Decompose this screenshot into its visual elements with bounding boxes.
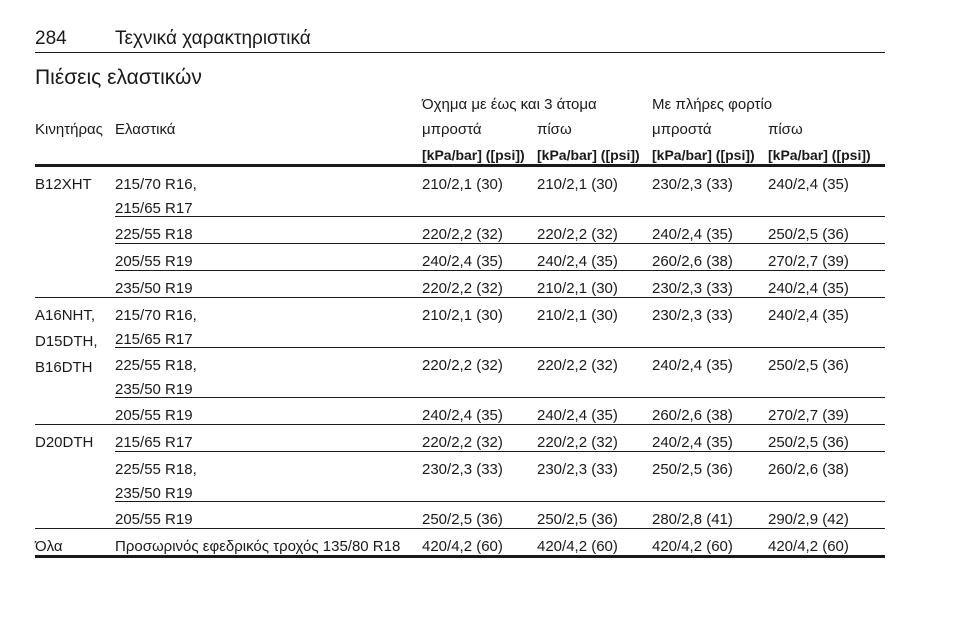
header-title: Τεχνικά χαρακτηριστικά	[115, 28, 311, 49]
tyre: 215/65 R17	[115, 434, 193, 451]
tyre: 225/55 R18	[115, 226, 193, 243]
column-header: πίσω	[768, 121, 803, 138]
engine: B12XHT	[35, 176, 92, 193]
tyre: 225/55 R18,	[115, 357, 197, 374]
tyre: 215/65 R17	[115, 331, 193, 348]
pressure: 240/2,4 (35)	[768, 280, 849, 297]
pressure: 210/2,1 (30)	[537, 307, 618, 324]
column-header: Ελαστικά	[115, 121, 176, 138]
pressure: 240/2,4 (35)	[768, 176, 849, 193]
pressure: 280/2,8 (41)	[652, 511, 733, 528]
pressure: 250/2,5 (36)	[537, 511, 618, 528]
group-rule	[35, 424, 885, 425]
row-rule	[115, 216, 885, 217]
pressure: 240/2,4 (35)	[652, 434, 733, 451]
tyre: 225/55 R18,	[115, 461, 197, 478]
row-rule	[115, 397, 885, 398]
pressure: 240/2,4 (35)	[768, 307, 849, 324]
pressure: 210/2,1 (30)	[422, 307, 503, 324]
page-number: 284	[35, 28, 67, 49]
pressure: 260/2,6 (38)	[652, 407, 733, 424]
pressure: 290/2,9 (42)	[768, 511, 849, 528]
pressure: 210/2,1 (30)	[537, 176, 618, 193]
pressure: 250/2,5 (36)	[768, 226, 849, 243]
column-header: πίσω	[537, 121, 572, 138]
unit-header: [kPa/bar] ([psi])	[652, 147, 755, 163]
pressure: 230/2,3 (33)	[652, 307, 733, 324]
section-title: Πιέσεις ελαστικών	[35, 66, 202, 89]
pressure: 250/2,5 (36)	[768, 357, 849, 374]
pressure: 420/4,2 (60)	[652, 538, 733, 555]
row-rule	[115, 501, 885, 502]
engine: D20DTH	[35, 434, 94, 451]
pressure: 230/2,3 (33)	[652, 176, 733, 193]
group-header: Με πλήρες φορτίο	[652, 96, 773, 113]
pressure: 420/4,2 (60)	[768, 538, 849, 555]
engine: D15DTH,	[35, 333, 98, 350]
header-rule	[35, 164, 885, 167]
row-rule	[115, 451, 885, 452]
pressure: 210/2,1 (30)	[422, 176, 503, 193]
pressure: 220/2,2 (32)	[537, 434, 618, 451]
pressure: 270/2,7 (39)	[768, 407, 849, 424]
pressure: 240/2,4 (35)	[652, 226, 733, 243]
tyre: 215/65 R17	[115, 200, 193, 217]
pressure: 240/2,4 (35)	[537, 407, 618, 424]
pressure: 250/2,5 (36)	[652, 461, 733, 478]
pressure: 420/4,2 (60)	[422, 538, 503, 555]
pressure: 220/2,2 (32)	[422, 357, 503, 374]
group-rule	[35, 528, 885, 529]
pressure: 220/2,2 (32)	[422, 280, 503, 297]
tyre: 215/70 R16,	[115, 176, 197, 193]
row-rule	[115, 347, 885, 348]
engine: A16NHT,	[35, 307, 96, 324]
pressure: 240/2,4 (35)	[422, 407, 503, 424]
column-header: μπροστά	[422, 121, 482, 138]
tyre: 205/55 R19	[115, 511, 193, 528]
group-rule	[35, 297, 885, 298]
pressure: 420/4,2 (60)	[537, 538, 618, 555]
column-header: μπροστά	[652, 121, 712, 138]
pressure: 250/2,5 (36)	[768, 434, 849, 451]
tyre: 205/55 R19	[115, 407, 193, 424]
row-rule	[115, 270, 885, 271]
unit-header: [kPa/bar] ([psi])	[768, 147, 871, 163]
pressure: 240/2,4 (35)	[537, 253, 618, 270]
table-bottom-rule	[35, 555, 885, 558]
pressure: 260/2,6 (38)	[768, 461, 849, 478]
pressure: 270/2,7 (39)	[768, 253, 849, 270]
tyre: 235/50 R19	[115, 381, 193, 398]
column-header: Κινητήρας	[35, 121, 103, 138]
unit-header: [kPa/bar] ([psi])	[422, 147, 525, 163]
pressure: 240/2,4 (35)	[422, 253, 503, 270]
pressure: 220/2,2 (32)	[537, 357, 618, 374]
pressure: 250/2,5 (36)	[422, 511, 503, 528]
engine: Όλα	[35, 538, 63, 555]
pressure: 240/2,4 (35)	[652, 357, 733, 374]
header-rule	[35, 52, 885, 53]
row-rule	[115, 243, 885, 244]
group-header: Όχημα με έως και 3 άτομα	[422, 96, 597, 113]
pressure: 220/2,2 (32)	[537, 226, 618, 243]
tyre: 215/70 R16,	[115, 307, 197, 324]
pressure: 230/2,3 (33)	[422, 461, 503, 478]
pressure: 230/2,3 (33)	[537, 461, 618, 478]
pressure: 220/2,2 (32)	[422, 434, 503, 451]
unit-header: [kPa/bar] ([psi])	[537, 147, 640, 163]
tyre: Προσωρινός εφεδρικός τροχός 135/80 R18	[115, 538, 401, 555]
pressure: 210/2,1 (30)	[537, 280, 618, 297]
tyre: 205/55 R19	[115, 253, 193, 270]
pressure: 220/2,2 (32)	[422, 226, 503, 243]
pressure: 230/2,3 (33)	[652, 280, 733, 297]
engine: B16DTH	[35, 359, 93, 376]
tyre: 235/50 R19	[115, 485, 193, 502]
pressure: 260/2,6 (38)	[652, 253, 733, 270]
tyre: 235/50 R19	[115, 280, 193, 297]
